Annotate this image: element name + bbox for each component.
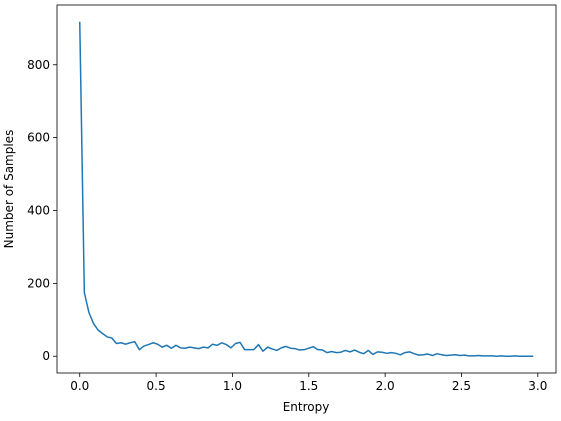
y-axis-label: Number of Samples: [2, 130, 16, 249]
y-tick-label: 0: [42, 349, 50, 363]
x-tick-label: 0.0: [70, 379, 89, 393]
x-tick-label: 1.0: [223, 379, 242, 393]
x-axis-label: Entropy: [283, 400, 330, 414]
x-tick-label: 0.5: [147, 379, 166, 393]
y-tick-label: 800: [27, 58, 50, 72]
x-tick-label: 3.0: [528, 379, 547, 393]
data-line: [79, 21, 534, 357]
y-tick-label: 400: [27, 203, 50, 217]
y-tick-label: 600: [27, 131, 50, 145]
x-tick-label: 2.5: [452, 379, 471, 393]
y-tick-label: 200: [27, 276, 50, 290]
x-tick-label: 2.0: [376, 379, 395, 393]
x-tick-label: 1.5: [299, 379, 318, 393]
plot-frame: [56, 4, 557, 374]
